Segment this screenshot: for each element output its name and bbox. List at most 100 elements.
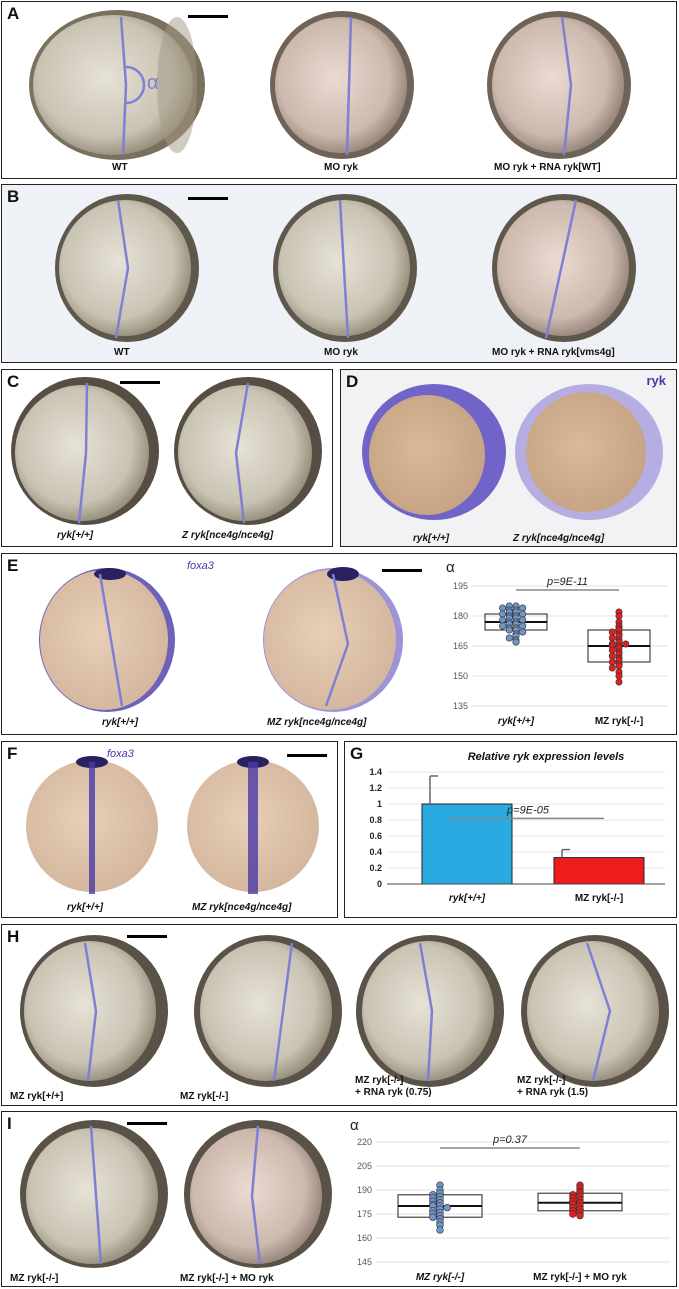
embryo-image [20,1120,168,1268]
caption: ryk[+/+] [413,533,450,544]
caption: WT [114,347,130,358]
panel-b: B WT MO ryk MO ryk + RNA ryk[vms4g] [1,184,677,363]
chart-i: α 145 160 175 190 205 220 p=0.37 MZ ryk[-/-] MZ r… [350,1117,670,1283]
embryo-image [362,384,506,520]
panel-label: I [7,1114,12,1133]
embryo-image [515,384,663,520]
data-point [622,640,630,648]
panel-label: E [7,556,19,575]
tick-label: 0.2 [369,863,382,873]
caption: MZ ryk[-/-] [180,1091,229,1102]
scale-bar [188,15,228,18]
chart-e: α 135 150 165 180 195 p=9E-11 ryk[+/+] MZ ryk[-/… [446,559,668,727]
y-axis-label: α [350,1117,359,1134]
bar [553,857,645,885]
chart-g: Relative ryk expression levels 0 0.2 0.4 0.6… [369,751,665,904]
data-point [519,616,527,624]
panel-d: D ryk ryk[+/+] Z ryk[nce4g/nce4g] [340,369,677,547]
caption: MO ryk + RNA ryk[vms4g] [492,347,615,358]
caption: MO ryk [324,347,358,358]
y-axis-label: α [446,559,455,576]
data-point [519,610,527,618]
tick-label: 205 [357,1161,372,1171]
data-point [615,672,623,680]
tick-label: 145 [357,1257,372,1267]
stain-label: ryk [646,373,666,388]
caption: MO ryk [324,162,358,173]
category-label: ryk[+/+] [498,716,535,727]
alpha-label: α [147,72,159,94]
data-point [436,1226,444,1234]
embryo-image [39,568,175,712]
caption: MO ryk + RNA ryk[WT] [494,162,601,173]
panel-label: H [7,927,20,946]
chart-title: Relative ryk expression levels [468,751,625,763]
tick-label: 1.2 [369,783,382,793]
data-point [576,1211,584,1220]
embryo-image: α [29,10,205,160]
data-point [615,612,623,620]
caption: MZ ryk[-/-] + RNA ryk (0.75) [355,1075,432,1098]
p-value-label: p=9E-11 [546,576,588,588]
data-point [608,664,616,672]
tick-label: 220 [357,1137,372,1147]
data-point [615,678,623,686]
category-label: MZ ryk[-/-] [575,893,623,904]
caption: Z ryk[nce4g/nce4g] [182,530,274,541]
tick-label: 1.4 [369,767,382,777]
category-label: MZ ryk[-/-] + MO ryk [533,1272,627,1283]
caption: Z ryk[nce4g/nce4g] [513,533,605,544]
panel-label: F [7,744,18,763]
scale-bar [127,1122,167,1125]
caption: MZ ryk[+/+] [10,1091,64,1102]
tick-label: 195 [453,581,468,591]
embryo-image [20,935,168,1087]
caption: MZ ryk[-/-] + RNA ryk (1.5) [517,1075,589,1098]
data-point [608,652,616,660]
data-point [512,638,520,646]
embryo-image [263,567,403,712]
panel-label: D [346,372,359,391]
scale-bar [287,754,327,757]
caption: MZ ryk[nce4g/nce4g] [192,902,292,913]
tick-label: 180 [453,611,468,621]
embryo-image [194,935,342,1087]
panel-i: I MZ ryk[-/-] MZ ryk[-/-] + MO ryk α 145 1… [1,1111,677,1287]
embryo-image [187,756,319,894]
caption: MZ ryk[nce4g/nce4g] [267,717,367,728]
scale-bar [188,197,228,200]
embryo-image [492,194,636,342]
panel-label: A [7,4,20,23]
data-point [505,626,513,634]
embryo-image [487,11,631,159]
caption: WT [112,162,128,173]
data-point [499,610,507,618]
tick-label: 1 [377,799,382,809]
scale-bar [120,381,160,384]
caption: MZ ryk[-/-] [10,1273,59,1284]
data-point [519,622,527,630]
panel-h: H MZ ryk[+/+] MZ ryk[-/-] MZ ryk[-/-] + R… [1,924,677,1106]
tick-label: 190 [357,1185,372,1195]
tick-label: 160 [357,1233,372,1243]
caption: ryk[+/+] [57,530,94,541]
category-label: MZ ryk[-/-] [595,716,643,727]
tick-label: 0.6 [369,831,382,841]
embryo-image [521,935,669,1087]
embryo-image [356,935,504,1087]
panel-e: E foxa3 ryk[+/+] MZ ryk[nce4g/nce4g] α 13… [1,553,677,735]
panel-g: G Relative ryk expression levels 0 0.2 0.4 0… [344,741,677,918]
tick-label: 0.8 [369,815,382,825]
tick-label: 175 [357,1209,372,1219]
tick-label: 0.4 [369,847,382,857]
tick-label: 165 [453,641,468,651]
panel-label: B [7,187,20,206]
data-point [429,1213,437,1221]
data-point [499,616,507,624]
panel-label: C [7,372,20,391]
data-point [608,634,616,642]
panel-f: F foxa3 ryk[+/+] MZ ryk[nce4g/nce4g] [1,741,338,918]
embryo-image [184,1120,332,1268]
embryo-image [270,11,414,159]
caption: ryk[+/+] [102,717,139,728]
